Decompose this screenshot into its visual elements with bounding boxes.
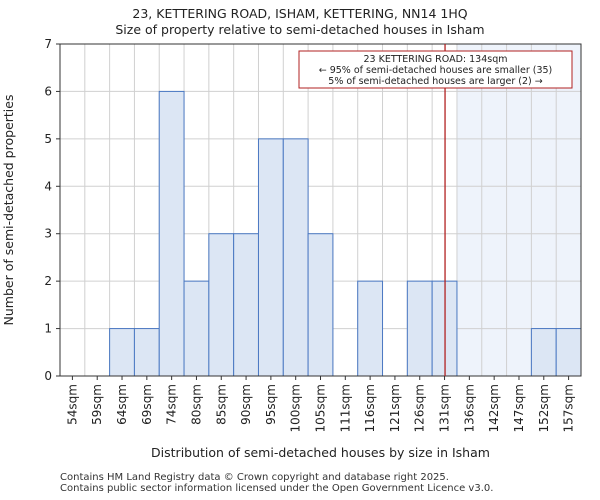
bar-69sqm bbox=[133, 328, 160, 377]
x-tick-label-111sqm: 111sqm bbox=[338, 384, 352, 432]
x-tick-label-74sqm: 74sqm bbox=[165, 384, 179, 425]
x-tick-label-80sqm: 80sqm bbox=[189, 384, 203, 425]
y-tick-label: 5 bbox=[44, 132, 52, 146]
y-tick-label: 6 bbox=[44, 84, 52, 98]
x-tick-label-85sqm: 85sqm bbox=[214, 384, 228, 425]
x-tick-label-69sqm: 69sqm bbox=[140, 384, 154, 425]
bar-157sqm bbox=[555, 328, 582, 377]
x-tick-label-157sqm: 157sqm bbox=[562, 384, 576, 432]
annotation-line-3: 5% of semi-detached houses are larger (2… bbox=[328, 76, 542, 87]
x-tick-label-136sqm: 136sqm bbox=[462, 384, 476, 432]
x-tick-label-54sqm: 54sqm bbox=[65, 384, 79, 425]
y-tick-label: 0 bbox=[44, 369, 52, 383]
annotation-line-1: 23 KETTERING ROAD: 134sqm bbox=[364, 54, 508, 65]
footer-copyright: Contains HM Land Registry data © Crown c… bbox=[60, 472, 449, 483]
chart-subtitle: Size of property relative to semi-detach… bbox=[115, 22, 485, 37]
bar-152sqm bbox=[530, 328, 557, 377]
x-tick-label-126sqm: 126sqm bbox=[413, 384, 427, 432]
bar-95sqm bbox=[257, 138, 284, 377]
x-tick-label-95sqm: 95sqm bbox=[264, 384, 278, 425]
y-tick-label: 4 bbox=[44, 179, 52, 193]
annotation-box bbox=[298, 50, 573, 89]
bar-64sqm bbox=[109, 328, 135, 377]
x-tick-label-59sqm: 59sqm bbox=[90, 384, 104, 425]
x-axis-label: Distribution of semi-detached houses by … bbox=[151, 445, 490, 460]
bar-85sqm bbox=[208, 233, 235, 377]
y-tick-label: 1 bbox=[44, 322, 52, 336]
x-tick-label-142sqm: 142sqm bbox=[487, 384, 501, 432]
x-tick-label-147sqm: 147sqm bbox=[512, 384, 526, 432]
x-tick-label-152sqm: 152sqm bbox=[537, 384, 551, 432]
x-tick-label-116sqm: 116sqm bbox=[363, 384, 377, 432]
bar-74sqm bbox=[158, 90, 185, 377]
highlight-region bbox=[456, 44, 581, 376]
footer-licence: Contains public sector information licen… bbox=[60, 483, 494, 494]
x-tick-label-64sqm: 64sqm bbox=[115, 384, 129, 425]
bar-126sqm bbox=[406, 280, 433, 377]
x-tick-label-131sqm: 131sqm bbox=[438, 384, 452, 432]
y-axis-label: Number of semi-detached properties bbox=[1, 95, 16, 326]
x-tick-label-90sqm: 90sqm bbox=[239, 384, 253, 425]
y-tick-label: 2 bbox=[44, 274, 52, 288]
x-tick-label-121sqm: 121sqm bbox=[388, 384, 402, 432]
bar-116sqm bbox=[357, 280, 384, 377]
bar-80sqm bbox=[183, 280, 210, 377]
bar-105sqm bbox=[307, 233, 334, 377]
x-tick-label-100sqm: 100sqm bbox=[289, 384, 303, 432]
y-tick-label: 7 bbox=[44, 37, 52, 51]
annotation-line-2: ← 95% of semi-detached houses are smalle… bbox=[319, 65, 553, 76]
x-tick-label-105sqm: 105sqm bbox=[314, 384, 328, 432]
chart-title: 23, KETTERING ROAD, ISHAM, KETTERING, NN… bbox=[132, 6, 468, 21]
bar-90sqm bbox=[233, 233, 259, 377]
bar-100sqm bbox=[282, 138, 309, 377]
y-tick-label: 3 bbox=[44, 227, 52, 241]
